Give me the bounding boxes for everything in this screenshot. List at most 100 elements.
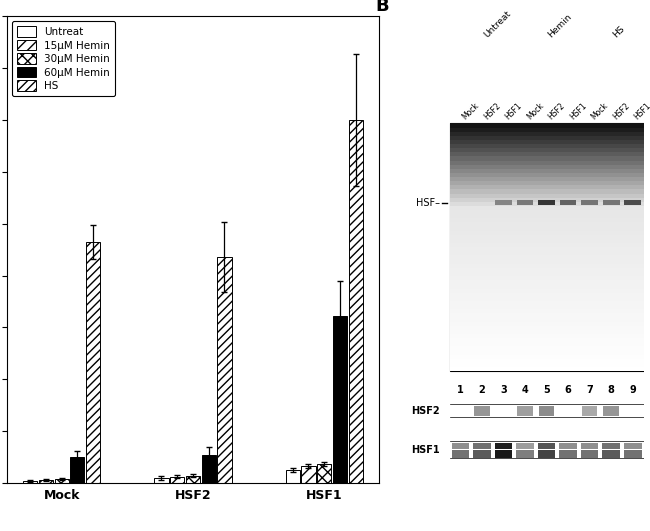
Bar bbox=[625, 200, 641, 205]
Bar bbox=[603, 200, 619, 205]
Bar bbox=[285, 470, 300, 483]
Text: B: B bbox=[375, 0, 389, 15]
Bar bbox=[450, 404, 644, 417]
Text: Mock: Mock bbox=[460, 101, 481, 121]
Bar bbox=[302, 466, 315, 483]
Legend: Untreat, 15μM Hemin, 30μM Hemin, 60μM Hemin, HS: Untreat, 15μM Hemin, 30μM Hemin, 60μM He… bbox=[12, 21, 115, 96]
Bar bbox=[517, 406, 533, 416]
Bar bbox=[538, 450, 555, 458]
Text: HSF–: HSF– bbox=[415, 198, 439, 208]
Bar bbox=[217, 258, 231, 483]
Bar bbox=[70, 457, 84, 483]
Text: 8: 8 bbox=[608, 385, 615, 395]
Bar bbox=[154, 478, 168, 483]
Bar bbox=[603, 406, 619, 416]
Bar bbox=[450, 285, 644, 288]
Bar bbox=[450, 123, 644, 371]
Bar bbox=[450, 268, 644, 272]
Bar bbox=[348, 120, 363, 483]
Bar bbox=[538, 443, 555, 449]
Bar bbox=[450, 358, 644, 363]
Bar bbox=[581, 443, 599, 449]
Text: 2: 2 bbox=[478, 385, 486, 395]
Bar bbox=[559, 443, 577, 449]
Text: HSF1: HSF1 bbox=[411, 444, 439, 455]
Bar bbox=[538, 200, 555, 205]
Bar bbox=[202, 455, 216, 483]
Bar bbox=[450, 330, 644, 334]
Text: 4: 4 bbox=[522, 385, 528, 395]
Bar bbox=[450, 218, 644, 222]
Bar bbox=[450, 288, 644, 293]
Bar bbox=[450, 231, 644, 235]
Text: 7: 7 bbox=[586, 385, 593, 395]
Bar bbox=[624, 443, 642, 449]
Bar bbox=[450, 165, 644, 169]
Bar bbox=[450, 318, 644, 322]
Bar bbox=[603, 450, 620, 458]
Bar bbox=[23, 481, 37, 483]
Bar bbox=[450, 346, 644, 350]
Bar bbox=[170, 477, 184, 483]
Bar bbox=[473, 450, 491, 458]
Bar bbox=[450, 297, 644, 301]
Bar bbox=[474, 406, 489, 416]
Bar bbox=[450, 148, 644, 152]
Bar bbox=[450, 181, 644, 185]
Bar bbox=[450, 177, 644, 181]
Bar bbox=[450, 132, 644, 136]
Bar bbox=[450, 169, 644, 173]
Text: Hemin: Hemin bbox=[547, 12, 574, 39]
Bar bbox=[450, 280, 644, 285]
Bar bbox=[450, 227, 644, 231]
Bar bbox=[450, 247, 644, 251]
Bar bbox=[452, 450, 469, 458]
Bar bbox=[450, 185, 644, 190]
Bar bbox=[450, 243, 644, 247]
Bar bbox=[450, 305, 644, 309]
Bar bbox=[450, 210, 644, 214]
Bar bbox=[450, 202, 644, 206]
Bar bbox=[450, 441, 644, 458]
Bar bbox=[452, 443, 469, 449]
Text: HSF2: HSF2 bbox=[547, 101, 567, 121]
Bar bbox=[581, 450, 599, 458]
Text: HSF2: HSF2 bbox=[611, 101, 631, 121]
Bar bbox=[450, 272, 644, 276]
Bar bbox=[450, 206, 644, 210]
Text: Untreat: Untreat bbox=[482, 9, 512, 39]
Bar bbox=[582, 406, 597, 416]
Text: 3: 3 bbox=[500, 385, 507, 395]
Bar bbox=[450, 136, 644, 140]
Bar bbox=[450, 276, 644, 280]
Text: HSF1: HSF1 bbox=[504, 101, 524, 121]
Bar bbox=[450, 322, 644, 326]
Bar bbox=[450, 251, 644, 255]
Bar bbox=[450, 127, 644, 132]
Bar bbox=[450, 190, 644, 194]
Bar bbox=[516, 450, 534, 458]
Bar bbox=[450, 160, 644, 165]
Bar bbox=[450, 363, 644, 367]
Bar bbox=[450, 264, 644, 268]
Text: HSF1: HSF1 bbox=[568, 101, 588, 121]
Bar bbox=[450, 301, 644, 305]
Bar bbox=[603, 443, 620, 449]
Bar bbox=[86, 242, 100, 483]
Bar bbox=[450, 260, 644, 264]
Bar bbox=[39, 480, 53, 483]
Bar bbox=[450, 144, 644, 148]
Text: 6: 6 bbox=[565, 385, 571, 395]
Bar bbox=[560, 200, 577, 205]
Bar bbox=[495, 450, 512, 458]
Text: Mock: Mock bbox=[590, 101, 610, 121]
Bar bbox=[473, 443, 491, 449]
Bar bbox=[450, 157, 644, 160]
Bar bbox=[450, 334, 644, 338]
Bar bbox=[450, 214, 644, 218]
Bar bbox=[450, 355, 644, 358]
Text: 5: 5 bbox=[543, 385, 550, 395]
Bar bbox=[450, 326, 644, 330]
Bar bbox=[450, 342, 644, 346]
Bar bbox=[539, 406, 554, 416]
